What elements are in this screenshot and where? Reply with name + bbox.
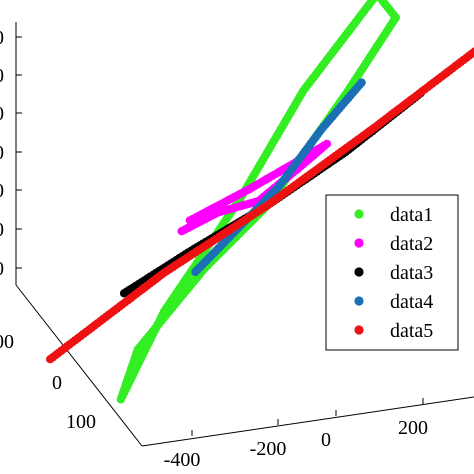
y-tick-label: 0 xyxy=(52,372,62,394)
legend-label-data1: data1 xyxy=(390,204,433,226)
z-tick-label: 0 xyxy=(0,65,4,87)
legend-marker-data1 xyxy=(354,209,364,219)
z-tick-label: 0 xyxy=(0,27,4,49)
legend-label-data5: data5 xyxy=(390,320,433,342)
z-tick-label: 0 xyxy=(0,258,4,280)
legend-marker-data3 xyxy=(354,267,364,277)
data-points xyxy=(46,0,474,404)
data-point-data1 xyxy=(377,0,386,4)
x-tick-label: 0 xyxy=(321,429,331,451)
data-point-data5 xyxy=(470,47,474,56)
z-tick-label: 0 xyxy=(0,103,4,125)
legend-label-data3: data3 xyxy=(390,262,433,284)
y-tick-label: 100 xyxy=(0,331,14,353)
y-axis-line xyxy=(15,284,143,447)
x-tick-label: -400 xyxy=(164,449,201,471)
axes xyxy=(15,22,474,447)
legend: data1 data2 data3 data4 data5 xyxy=(325,194,459,351)
data-point-data4 xyxy=(357,78,366,87)
legend-label-data4: data4 xyxy=(390,291,433,313)
x-axis-line xyxy=(141,396,474,447)
data-point-data2 xyxy=(185,216,195,225)
z-tick-label: 0 xyxy=(0,142,4,164)
legend-marker-data2 xyxy=(354,238,364,248)
x-tick-label: 200 xyxy=(398,417,428,439)
data-point-data1 xyxy=(376,0,382,1)
ticks: -400-200020010001000000000 xyxy=(0,27,428,471)
legend-marker-data5 xyxy=(354,325,364,335)
z-tick-label: 0 xyxy=(0,219,4,241)
data-point-data1 xyxy=(132,348,141,357)
legend-marker-data4 xyxy=(354,296,364,306)
x-tick-label: -200 xyxy=(250,438,287,460)
z-tick-label: 0 xyxy=(0,180,4,202)
legend-box xyxy=(325,194,459,351)
legend-label-data2: data2 xyxy=(390,233,433,255)
y-tick-label: 100 xyxy=(66,411,96,433)
